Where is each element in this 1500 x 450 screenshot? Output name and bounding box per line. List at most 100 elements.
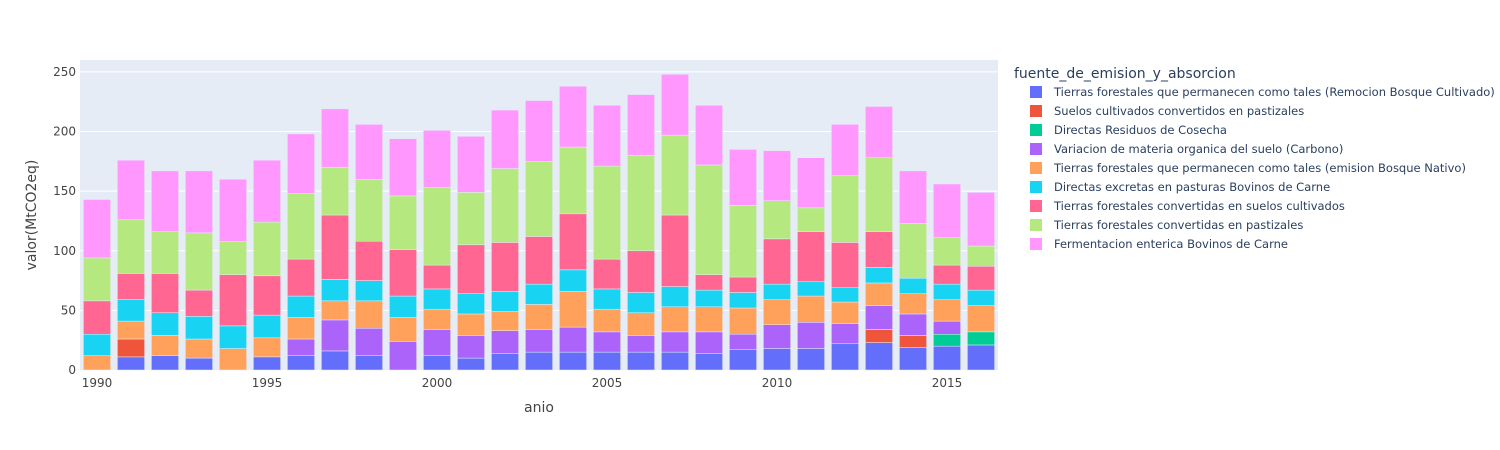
- bar-segment[interactable]: [423, 288, 451, 310]
- bar-segment[interactable]: [457, 136, 485, 193]
- bar-segment[interactable]: [797, 348, 825, 371]
- bar-segment[interactable]: [797, 322, 825, 349]
- legend-item[interactable]: Variacion de materia organica del suelo …: [1030, 142, 1343, 156]
- bar-segment[interactable]: [287, 317, 315, 340]
- bar-segment[interactable]: [457, 244, 485, 294]
- bar-segment[interactable]: [627, 292, 655, 314]
- bar-segment[interactable]: [321, 167, 349, 216]
- bar-segment[interactable]: [627, 155, 655, 252]
- bar-segment[interactable]: [661, 351, 689, 371]
- bar-segment[interactable]: [151, 312, 179, 336]
- legend-item[interactable]: Directas Residuos de Cosecha: [1030, 123, 1227, 137]
- bar-segment[interactable]: [355, 240, 383, 281]
- bar-segment[interactable]: [593, 308, 621, 333]
- bar-segment[interactable]: [287, 258, 315, 297]
- bar-segment[interactable]: [627, 335, 655, 353]
- bar-segment[interactable]: [185, 357, 213, 371]
- bar-segment[interactable]: [457, 192, 485, 246]
- bar-segment[interactable]: [729, 292, 757, 309]
- bar-segment[interactable]: [729, 276, 757, 293]
- bar-segment[interactable]: [593, 105, 621, 167]
- bar-segment[interactable]: [695, 274, 723, 291]
- bar-segment[interactable]: [831, 343, 859, 371]
- bar-segment[interactable]: [117, 273, 145, 300]
- bar-segment[interactable]: [763, 324, 791, 349]
- bar-segment[interactable]: [661, 214, 689, 287]
- bar-segment[interactable]: [865, 231, 893, 268]
- bar-segment[interactable]: [559, 85, 587, 148]
- legend-item[interactable]: Tierras forestales convertidas en suelos…: [1030, 199, 1345, 213]
- bar-segment[interactable]: [763, 348, 791, 371]
- bar-segment[interactable]: [355, 280, 383, 302]
- bar-segment[interactable]: [83, 355, 111, 371]
- bar-segment[interactable]: [831, 323, 859, 345]
- bar-segment[interactable]: [865, 106, 893, 159]
- bar-segment[interactable]: [151, 273, 179, 314]
- bar-segment[interactable]: [491, 291, 519, 312]
- bar-segment[interactable]: [797, 207, 825, 232]
- bar-segment[interactable]: [899, 223, 927, 279]
- bar-segment[interactable]: [117, 299, 145, 322]
- bar-segment[interactable]: [593, 165, 621, 260]
- bar-segment[interactable]: [865, 282, 893, 306]
- bar-segment[interactable]: [763, 299, 791, 325]
- bar-segment[interactable]: [253, 275, 281, 316]
- bar-segment[interactable]: [253, 159, 281, 223]
- bar-segment[interactable]: [627, 312, 655, 336]
- bar-segment[interactable]: [219, 274, 247, 327]
- bar-segment[interactable]: [253, 337, 281, 358]
- bar-segment[interactable]: [389, 317, 417, 342]
- bar-segment[interactable]: [627, 250, 655, 293]
- bar-segment[interactable]: [423, 187, 451, 266]
- bar-segment[interactable]: [797, 281, 825, 297]
- bar-segment[interactable]: [525, 283, 553, 305]
- bar-segment[interactable]: [525, 351, 553, 371]
- bar-segment[interactable]: [661, 306, 689, 333]
- bar-segment[interactable]: [525, 161, 553, 237]
- bar-segment[interactable]: [389, 138, 417, 197]
- bar-segment[interactable]: [253, 314, 281, 339]
- bar-segment[interactable]: [151, 355, 179, 371]
- bar-segment[interactable]: [559, 146, 587, 215]
- bar-segment[interactable]: [933, 264, 961, 285]
- bar-segment[interactable]: [661, 331, 689, 353]
- bar-segment[interactable]: [491, 311, 519, 331]
- bar-segment[interactable]: [967, 192, 995, 247]
- bar-segment[interactable]: [559, 351, 587, 371]
- bar-segment[interactable]: [457, 357, 485, 371]
- bar-segment[interactable]: [797, 157, 825, 209]
- bar-segment[interactable]: [83, 199, 111, 259]
- bar-segment[interactable]: [253, 356, 281, 371]
- bar-segment[interactable]: [389, 295, 417, 318]
- bar-segment[interactable]: [525, 329, 553, 353]
- bar-segment[interactable]: [899, 277, 927, 294]
- bar-segment[interactable]: [219, 325, 247, 349]
- bar-segment[interactable]: [865, 267, 893, 284]
- bar-segment[interactable]: [321, 319, 349, 352]
- bar-segment[interactable]: [967, 245, 995, 267]
- bar-segment[interactable]: [355, 178, 383, 242]
- bar-segment[interactable]: [457, 335, 485, 359]
- bar-segment[interactable]: [729, 307, 757, 335]
- bar-segment[interactable]: [593, 331, 621, 353]
- legend-item[interactable]: Directas excretas en pasturas Bovinos de…: [1030, 180, 1330, 194]
- bar-segment[interactable]: [525, 100, 553, 162]
- bar-segment[interactable]: [423, 355, 451, 371]
- bar-segment[interactable]: [185, 232, 213, 291]
- bar-segment[interactable]: [729, 349, 757, 371]
- bar-segment[interactable]: [831, 124, 859, 176]
- bar-segment[interactable]: [899, 335, 927, 348]
- bar-segment[interactable]: [559, 269, 587, 292]
- bar-segment[interactable]: [355, 124, 383, 180]
- bar-segment[interactable]: [661, 134, 689, 216]
- bar-segment[interactable]: [185, 170, 213, 234]
- bar-segment[interactable]: [933, 299, 961, 322]
- bar-segment[interactable]: [321, 108, 349, 168]
- bar-segment[interactable]: [321, 350, 349, 371]
- bar-segment[interactable]: [865, 305, 893, 330]
- bar-segment[interactable]: [321, 279, 349, 302]
- bar-segment[interactable]: [695, 105, 723, 166]
- bar-segment[interactable]: [117, 338, 145, 358]
- bar-segment[interactable]: [933, 320, 961, 335]
- bar-segment[interactable]: [491, 168, 519, 243]
